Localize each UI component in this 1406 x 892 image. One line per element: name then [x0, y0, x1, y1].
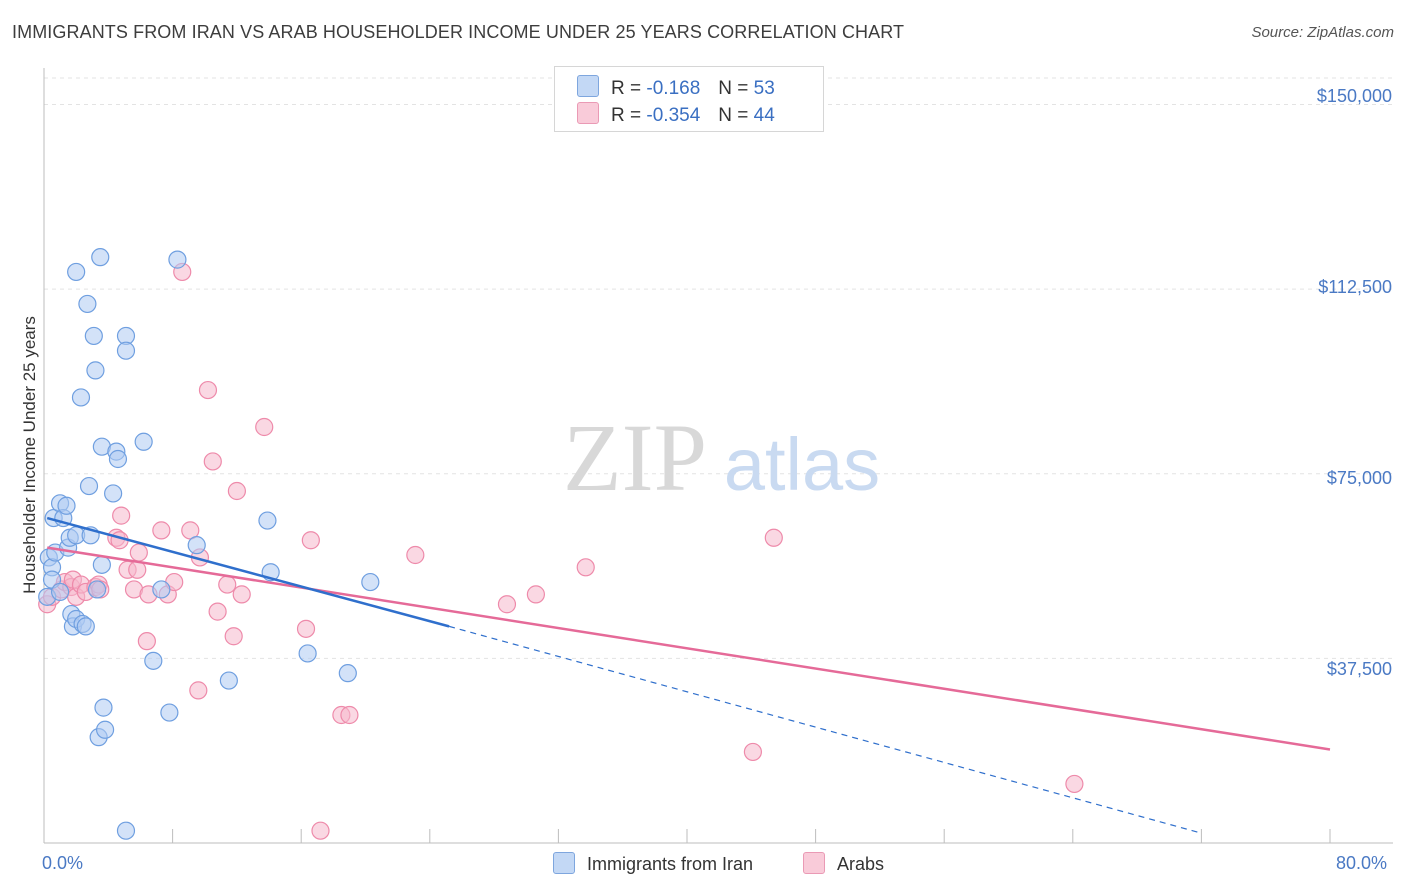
x-tick-label-max: 80.0%: [1336, 853, 1388, 873]
data-point: [87, 580, 107, 599]
data-point: [296, 619, 316, 638]
data-point: [340, 705, 359, 725]
data-point: [79, 476, 99, 496]
data-point: [189, 681, 208, 700]
data-point: [76, 617, 95, 636]
data-point: [84, 326, 103, 346]
data-point: [160, 703, 179, 722]
data-point: [187, 536, 206, 555]
data-point: [208, 602, 227, 621]
iran-trend-line: [46, 516, 450, 628]
legend-label-iran: Immigrants from Iran: [587, 854, 754, 874]
data-point: [218, 575, 237, 594]
y-tick-label: $112,500: [1318, 277, 1392, 297]
data-point: [67, 262, 86, 282]
data-point: [526, 585, 545, 604]
data-point: [203, 452, 222, 471]
legend-row-arabs: R = -0.354 N = 44: [577, 102, 775, 126]
legend-n-value: 44: [753, 105, 775, 126]
data-point: [108, 449, 128, 469]
legend-row-iran: R = -0.168 N = 53: [577, 75, 775, 99]
legend-item-arabs[interactable]: Arabs: [803, 852, 884, 875]
y-tick-label: $150,000: [1316, 86, 1392, 106]
data-point: [134, 432, 153, 451]
data-point: [144, 651, 163, 670]
y-axis-label: Householder Income Under 25 years: [20, 316, 39, 594]
data-point: [116, 341, 136, 360]
trend-lines: [46, 516, 1331, 834]
data-point: [1065, 774, 1084, 794]
watermark: ZIP atlas: [563, 404, 880, 511]
data-point: [338, 664, 357, 683]
data-point: [168, 250, 187, 269]
data-point: [71, 388, 91, 407]
data-point: [116, 821, 136, 840]
data-point: [95, 720, 115, 739]
iran-points: [38, 248, 380, 840]
data-point: [78, 294, 97, 314]
legend-n-value: 53: [753, 78, 775, 99]
data-point: [152, 580, 171, 599]
legend-r-value: -0.168: [646, 78, 701, 99]
data-point: [129, 543, 148, 562]
legend-r-label: R =: [611, 105, 642, 126]
data-point: [301, 531, 320, 550]
data-point: [497, 595, 517, 614]
legend-swatch-arabs: [577, 102, 599, 124]
legend-swatch-iran: [553, 852, 575, 874]
y-tick-label: $75,000: [1326, 468, 1392, 488]
legend-swatch-arabs: [803, 852, 825, 874]
data-point: [227, 481, 246, 501]
data-point: [576, 558, 595, 577]
data-point: [94, 698, 113, 717]
legend-n-label: N =: [718, 105, 749, 126]
data-point: [224, 627, 243, 646]
data-point: [198, 380, 218, 400]
data-point: [219, 671, 238, 690]
axes: [43, 68, 1393, 844]
data-point: [92, 555, 111, 574]
legend-item-iran[interactable]: Immigrants from Iran: [553, 852, 753, 875]
y-tick-label: $37,500: [1326, 659, 1392, 679]
data-point: [255, 417, 274, 437]
data-point: [743, 742, 763, 762]
data-point: [764, 528, 783, 547]
legend-n-label: N =: [718, 78, 749, 99]
data-point: [91, 248, 110, 267]
legend-label-arabs: Arabs: [837, 854, 885, 874]
legend-swatch-iran: [577, 75, 599, 97]
data-point: [104, 484, 123, 503]
watermark-atlas: atlas: [724, 423, 880, 506]
data-point: [311, 821, 330, 840]
data-point: [298, 644, 317, 663]
correlation-legend: R = -0.168 N = 53 R = -0.354 N = 44: [554, 66, 824, 132]
data-point: [50, 582, 70, 602]
data-point: [258, 511, 277, 530]
data-point: [361, 572, 380, 592]
data-point: [232, 585, 251, 604]
chart-title: IMMIGRANTS FROM IRAN VS ARAB HOUSEHOLDER…: [12, 22, 905, 42]
x-tick-label-min: 0.0%: [42, 853, 84, 873]
watermark-zip: ZIP: [563, 404, 707, 511]
data-point: [57, 496, 76, 515]
legend-r-label: R =: [611, 78, 642, 99]
arabs-trend-line: [47, 546, 1331, 751]
data-point: [137, 632, 156, 651]
data-point: [112, 506, 131, 525]
data-point: [86, 361, 105, 380]
legend-r-value: -0.354: [646, 105, 701, 126]
source-label: Source: ZipAtlas.com: [1251, 24, 1394, 41]
data-point: [152, 521, 171, 540]
iran-trend-extension: [448, 625, 1202, 834]
data-point: [406, 545, 425, 565]
